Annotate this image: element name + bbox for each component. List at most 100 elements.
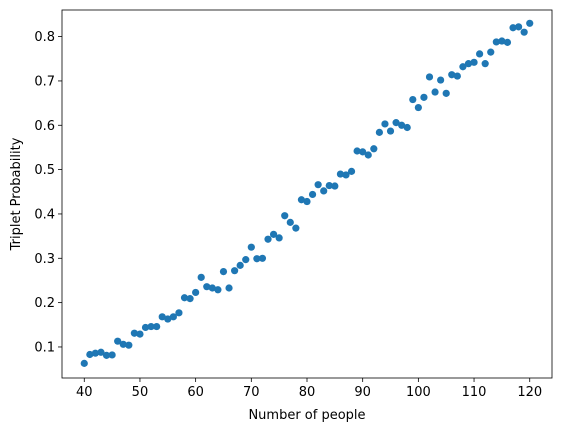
- y-tick-label: 0.1: [34, 340, 55, 355]
- data-point: [442, 89, 450, 97]
- data-point: [308, 190, 317, 199]
- data-point: [437, 76, 445, 84]
- data-point: [509, 24, 517, 32]
- data-point: [80, 359, 88, 367]
- data-point: [236, 261, 244, 269]
- x-axis-label: Number of people: [248, 408, 365, 423]
- data-point: [520, 28, 528, 36]
- x-tick-label: 120: [517, 385, 542, 400]
- data-point: [398, 121, 406, 129]
- data-point: [320, 187, 328, 195]
- x-tick-label: 110: [462, 385, 487, 400]
- data-point: [303, 197, 311, 206]
- data-point: [86, 350, 94, 359]
- data-point: [331, 182, 339, 190]
- data-point: [353, 147, 361, 155]
- data-point: [470, 58, 478, 66]
- data-point: [292, 224, 300, 232]
- data-point: [297, 196, 306, 204]
- data-point: [453, 72, 461, 80]
- y-tick-label: 0.6: [34, 119, 55, 134]
- data-point: [325, 181, 333, 190]
- data-point: [364, 151, 372, 159]
- data-point: [464, 60, 473, 68]
- data-point: [514, 23, 523, 31]
- y-axis-label: Triplet Probability: [9, 137, 24, 251]
- data-point: [431, 88, 439, 96]
- data-point: [125, 341, 133, 349]
- data-point: [492, 38, 500, 46]
- data-point: [97, 348, 105, 356]
- data-point: [403, 123, 411, 132]
- data-point: [242, 256, 250, 264]
- data-point: [203, 283, 211, 291]
- data-point: [225, 284, 233, 292]
- data-point: [392, 119, 400, 127]
- data-point: [119, 340, 127, 348]
- data-point: [359, 148, 367, 156]
- data-point: [258, 254, 267, 262]
- data-point: [247, 243, 255, 251]
- data-point: [386, 127, 395, 135]
- data-point: [108, 351, 116, 359]
- x-tick-label: 50: [132, 385, 149, 400]
- x-tick-label: 90: [354, 385, 371, 400]
- x-tick-label: 80: [299, 385, 316, 400]
- data-point: [370, 145, 378, 153]
- data-point: [175, 309, 183, 317]
- data-point: [420, 93, 428, 101]
- data-point: [130, 329, 138, 337]
- data-points: [80, 19, 534, 367]
- data-point: [153, 322, 161, 331]
- data-point: [336, 170, 345, 178]
- data-point: [425, 73, 434, 81]
- data-point: [136, 330, 144, 338]
- data-point: [186, 295, 194, 303]
- data-point: [169, 313, 177, 321]
- data-point: [498, 37, 506, 45]
- x-tick-label: 60: [187, 385, 204, 400]
- data-point: [481, 60, 489, 68]
- data-point: [91, 349, 100, 357]
- data-point: [342, 171, 350, 179]
- data-point: [147, 322, 155, 331]
- x-tick-label: 100: [406, 385, 431, 400]
- data-point: [158, 313, 166, 321]
- y-tick-label: 0.8: [34, 30, 55, 45]
- data-point: [192, 288, 200, 297]
- data-point: [448, 71, 456, 79]
- data-point: [102, 351, 111, 359]
- data-point: [231, 267, 239, 275]
- y-tick-label: 0.7: [34, 74, 55, 89]
- data-point: [264, 235, 272, 243]
- x-tick-label: 40: [76, 385, 93, 400]
- data-point: [286, 218, 294, 226]
- data-point: [164, 315, 172, 323]
- data-point: [180, 294, 189, 302]
- data-point: [269, 230, 278, 238]
- data-point: [347, 167, 356, 175]
- data-point: [281, 212, 289, 220]
- y-tick-label: 0.4: [34, 207, 55, 222]
- data-point: [459, 63, 467, 71]
- y-tick-label: 0.3: [34, 252, 55, 267]
- data-point: [114, 337, 122, 345]
- data-point: [197, 273, 205, 281]
- data-point: [476, 50, 484, 58]
- data-point: [219, 267, 228, 276]
- data-point: [381, 120, 389, 128]
- x-tick-label: 70: [243, 385, 260, 400]
- data-point: [253, 255, 261, 263]
- data-point: [487, 48, 495, 56]
- data-point: [275, 234, 283, 242]
- data-point: [314, 181, 322, 189]
- x-axis: 40 50 60 70 80 90 100 110 120: [76, 378, 542, 400]
- data-point: [375, 128, 383, 136]
- data-point: [526, 19, 534, 27]
- data-point: [503, 38, 512, 46]
- y-tick-label: 0.2: [34, 296, 55, 311]
- data-point: [208, 284, 216, 292]
- data-point: [409, 95, 417, 104]
- data-point: [214, 286, 222, 294]
